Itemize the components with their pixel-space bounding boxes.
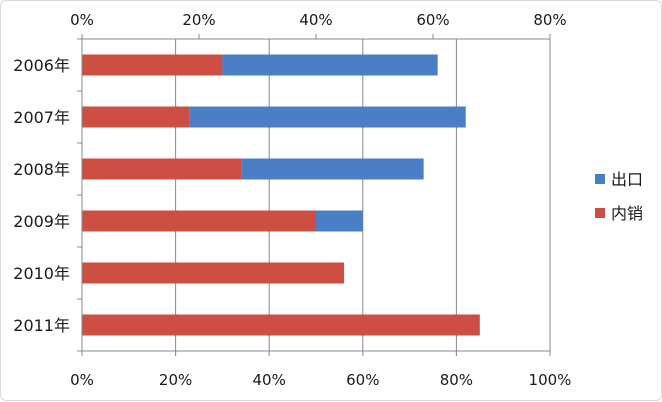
bar-内销-2011年 [82,314,480,336]
bar-内销-2006年 [82,54,223,76]
bar-内销-2010年 [82,262,345,284]
bar-内销-2008年 [82,158,242,180]
axes [77,34,551,356]
x-tick-label-bottom: 80% [440,371,473,389]
category-label: 2008年 [13,160,70,179]
bottom-axis-ticks: 0% 20% 40% 60% 80% 100% [70,371,571,389]
x-tick-label-top: 0% [70,11,94,29]
category-label: 2011年 [13,316,70,335]
bar-出口-2007年 [189,106,466,128]
x-tick-label-top: 20% [182,11,215,29]
x-tick-label-top: 60% [416,11,449,29]
x-tick-label-bottom: 0% [70,371,94,389]
x-tick-label-bottom: 20% [159,371,192,389]
bar-出口-2009年 [316,210,363,232]
category-label: 2007年 [13,108,70,127]
x-tick-label-bottom: 100% [529,371,572,389]
category-label: 2010年 [13,264,70,283]
legend-label-出口: 出口 [611,170,643,189]
bars [82,54,480,336]
bar-内销-2007年 [82,106,190,128]
gridlines [175,39,551,351]
legend-swatch-出口 [595,174,605,184]
legend-swatch-内销 [595,208,605,218]
bar-出口-2008年 [241,158,424,180]
bar-内销-2009年 [82,210,316,232]
x-tick-label-top: 40% [299,11,332,29]
top-axis-ticks: 0% 20% 40% 60% 80% [70,11,567,29]
x-tick-label-top: 80% [533,11,566,29]
category-label: 2006年 [13,56,70,75]
x-tick-label-bottom: 60% [346,371,379,389]
bar-出口-2006年 [222,54,438,76]
legend-label-内销: 内销 [611,204,643,223]
x-tick-label-bottom: 40% [253,371,286,389]
category-label: 2009年 [13,212,70,231]
category-labels: 2006年 2007年 2008年 2009年 2010年 2011年 [13,56,70,335]
